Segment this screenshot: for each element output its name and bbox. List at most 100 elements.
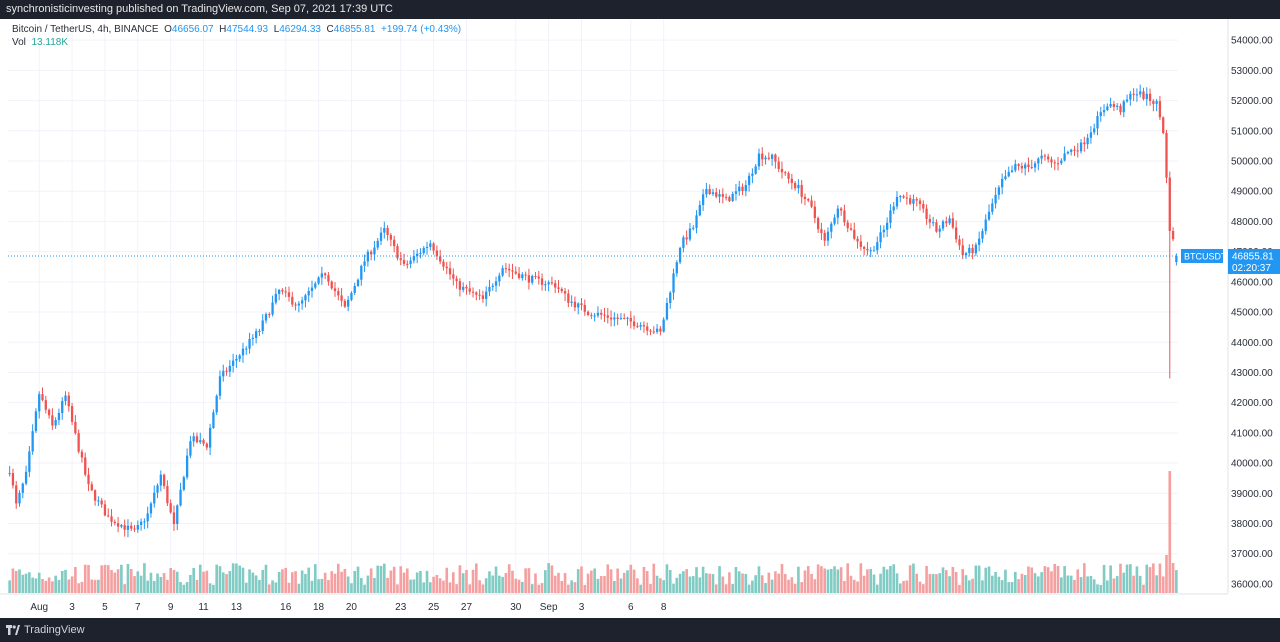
candle-body [514, 271, 517, 274]
candle [935, 219, 938, 233]
candle [524, 271, 527, 281]
candle [810, 195, 813, 209]
candle-body [1050, 159, 1053, 163]
volume-value: 13.118K [31, 37, 68, 48]
candle-body [1155, 101, 1158, 104]
candle-body [1106, 106, 1109, 111]
candle-body [330, 281, 333, 289]
volume-bar [619, 578, 623, 593]
volume-bar [287, 582, 291, 593]
tradingview-brand: TradingView [24, 624, 85, 636]
volume-bar [990, 575, 994, 593]
candle [777, 156, 780, 173]
candle [422, 246, 425, 256]
volume-bar [1152, 563, 1155, 593]
volume-bar [872, 574, 876, 593]
candle-body [527, 275, 531, 283]
candle [560, 287, 563, 294]
volume-bar [139, 575, 143, 593]
candle-body [93, 490, 97, 501]
volume-bar [399, 566, 403, 593]
volume-bar [527, 568, 531, 593]
candle [784, 170, 787, 176]
volume-bar [567, 584, 570, 593]
candle-body [958, 239, 961, 246]
symbol-tag-label: BTCUSDT [1184, 251, 1227, 261]
candle [1132, 88, 1135, 101]
volume-bar [267, 584, 271, 593]
volume-bar [902, 580, 905, 593]
volume-bar [931, 574, 935, 593]
candle-body [521, 274, 524, 278]
volume-bar [386, 577, 389, 593]
candle [222, 364, 225, 382]
candle-body [1083, 142, 1086, 145]
candle-body [1010, 170, 1014, 172]
volume-bar [389, 570, 393, 593]
volume-bar [645, 571, 649, 593]
candle [922, 200, 925, 213]
candle-body [517, 273, 521, 278]
volume-bar [330, 571, 334, 593]
candle [120, 523, 123, 529]
candle-body [41, 394, 44, 401]
candle-body [15, 485, 18, 504]
candle [521, 272, 524, 281]
candle [107, 508, 110, 518]
candle [540, 273, 544, 291]
candle-body [396, 246, 399, 259]
candle-body [1116, 105, 1119, 107]
candle-body [853, 229, 856, 239]
volume-bar [596, 578, 600, 593]
volume-bar [192, 567, 196, 593]
time-tick-label: 7 [135, 602, 141, 613]
candlestick-chart[interactable]: 54000.00 53000.00 52000.00 51000.00 50000.00… [0, 19, 1280, 618]
candle-body [1037, 158, 1040, 164]
candle-body [185, 455, 189, 478]
candle [251, 334, 254, 346]
candle-body [803, 196, 807, 200]
candle-body [511, 270, 514, 272]
candle [1060, 158, 1063, 166]
candle [51, 408, 54, 430]
candle-body [373, 247, 376, 255]
candle [389, 233, 393, 247]
volume-bar [415, 572, 419, 593]
candle [179, 482, 182, 507]
volume-bar [718, 566, 721, 593]
candle-body [1093, 128, 1096, 133]
candle-body [728, 197, 731, 202]
candle [659, 325, 662, 336]
volume-bar [1142, 584, 1145, 593]
candle-body [876, 242, 879, 251]
candle-body [711, 192, 715, 195]
candle [879, 225, 882, 249]
volume-bar [106, 565, 110, 593]
candle-body [310, 287, 314, 292]
price-tick-label: 51000.00 [1231, 126, 1273, 137]
volume-bar [1010, 582, 1014, 593]
candle [176, 504, 179, 530]
chart-area[interactable]: 54000.00 53000.00 52000.00 51000.00 50000.00… [0, 19, 1280, 618]
volume-bar [238, 565, 242, 593]
candle [757, 148, 761, 170]
candle [820, 222, 823, 240]
candle-body [1109, 104, 1112, 107]
candle-body [343, 300, 347, 307]
candle-body [176, 505, 179, 525]
candle [333, 282, 337, 297]
volume-bar [889, 565, 892, 593]
volume-bar [941, 567, 945, 593]
candle-body [1119, 105, 1122, 113]
candle [1148, 88, 1152, 106]
candle [8, 466, 11, 477]
candle [527, 268, 531, 290]
candle-body [1086, 137, 1089, 145]
change-value: +199.74 (+0.43%) [381, 24, 462, 35]
candle [287, 286, 291, 302]
candle-body [429, 243, 432, 247]
candle [294, 302, 297, 311]
volume-bar [701, 566, 705, 593]
candle [1119, 103, 1122, 115]
candle [235, 354, 238, 368]
